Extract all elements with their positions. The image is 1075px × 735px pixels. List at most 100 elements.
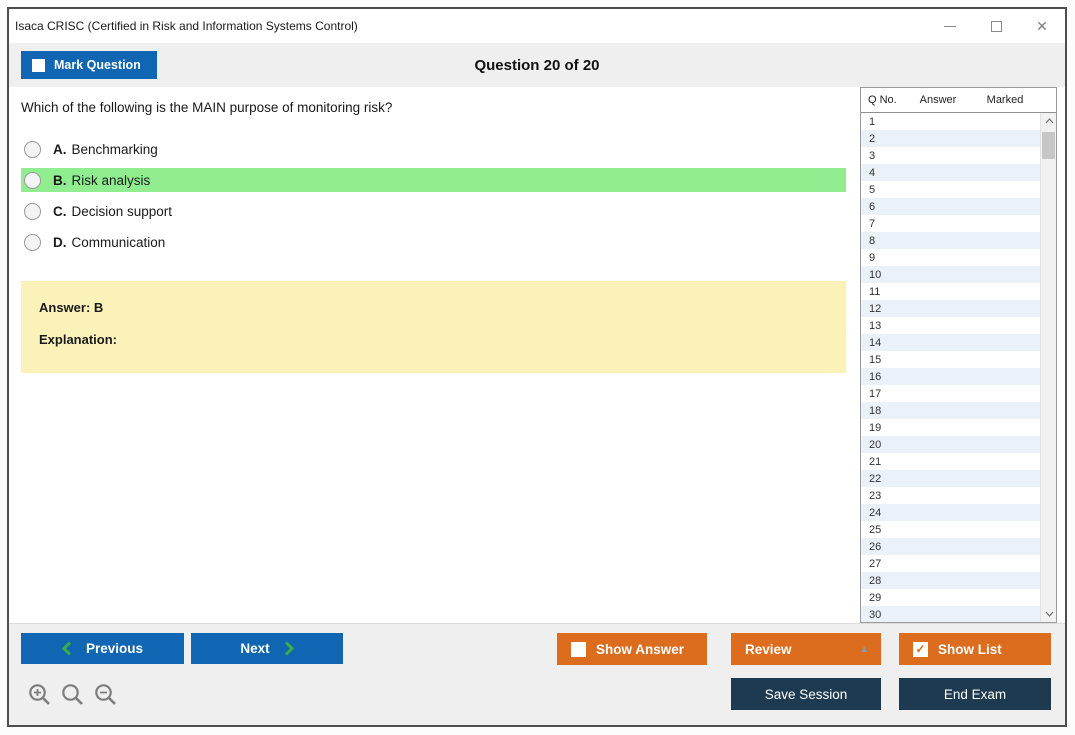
table-cell-q_no: 23: [869, 489, 882, 502]
table-row[interactable]: 18: [861, 402, 1040, 419]
column-header-marked: Marked: [986, 94, 1024, 106]
minimize-icon: [944, 25, 956, 27]
question-list-scrollbar[interactable]: [1040, 113, 1056, 622]
table-row[interactable]: 28: [861, 572, 1040, 589]
mark-question-checkbox[interactable]: [32, 58, 45, 72]
table-row[interactable]: 30: [861, 606, 1040, 622]
table-row[interactable]: 20: [861, 436, 1040, 453]
show-answer-checkbox[interactable]: [571, 641, 586, 657]
question-list-header: Q No. Answer Marked: [861, 88, 1056, 113]
mark-question-button[interactable]: Mark Question: [21, 51, 157, 79]
table-row[interactable]: 29: [861, 589, 1040, 606]
option-row-b[interactable]: B. Risk analysis: [21, 168, 846, 192]
end-exam-button[interactable]: End Exam: [899, 678, 1051, 710]
chevron-right-icon: [284, 641, 294, 656]
answer-label: Answer: B: [39, 300, 104, 315]
mark-question-label: Mark Question: [54, 58, 141, 72]
table-row[interactable]: 9: [861, 249, 1040, 266]
save-session-button[interactable]: Save Session: [731, 678, 881, 710]
table-row[interactable]: 23: [861, 487, 1040, 504]
table-row[interactable]: 1: [861, 113, 1040, 130]
option-row-d[interactable]: D. Communication: [21, 230, 846, 254]
table-row[interactable]: 3: [861, 147, 1040, 164]
scrollbar-thumb[interactable]: [1042, 132, 1055, 159]
table-row[interactable]: 27: [861, 555, 1040, 572]
zoom-reset-icon[interactable]: [60, 682, 86, 708]
question-list-body: 1 2 3 4 5 6 7 8 9 10 11 12 13 14 15 16 17 18 19 20 21 22 23 24 2…: [861, 113, 1056, 622]
table-row[interactable]: 21: [861, 453, 1040, 470]
review-button[interactable]: Review ▲: [731, 633, 881, 665]
close-button[interactable]: ✕: [1019, 9, 1065, 43]
table-cell-q_no: 13: [869, 319, 882, 332]
show-list-button[interactable]: Show List: [899, 633, 1051, 665]
main-content: Which of the following is the MAIN purpo…: [9, 87, 1065, 623]
close-icon: ✕: [1036, 18, 1048, 34]
option-text: Communication: [71, 234, 166, 250]
app-window: Isaca CRISC (Certified in Risk and Infor…: [7, 7, 1067, 727]
zoom-in-icon[interactable]: [27, 682, 53, 708]
show-answer-label: Show Answer: [596, 641, 685, 657]
option-text: Benchmarking: [71, 141, 158, 157]
table-cell-q_no: 21: [869, 455, 882, 468]
table-row[interactable]: 10: [861, 266, 1040, 283]
table-row[interactable]: 22: [861, 470, 1040, 487]
radio-icon[interactable]: [24, 140, 41, 158]
table-row[interactable]: 25: [861, 521, 1040, 538]
option-text: Risk analysis: [71, 172, 151, 188]
table-row[interactable]: 14: [861, 334, 1040, 351]
table-row[interactable]: 26: [861, 538, 1040, 555]
table-cell-q_no: 10: [869, 268, 882, 281]
table-row[interactable]: 13: [861, 317, 1040, 334]
table-row[interactable]: 6: [861, 198, 1040, 215]
table-row[interactable]: 24: [861, 504, 1040, 521]
table-cell-q_no: 3: [869, 149, 876, 162]
table-row[interactable]: 11: [861, 283, 1040, 300]
table-cell-q_no: 28: [869, 574, 882, 587]
table-row[interactable]: 12: [861, 300, 1040, 317]
end-exam-label: End Exam: [943, 686, 1007, 702]
caret-up-icon: ▲: [859, 643, 869, 655]
scroll-up-icon[interactable]: [1041, 113, 1056, 129]
show-answer-button[interactable]: Show Answer: [557, 633, 707, 665]
option-row-a[interactable]: A. Benchmarking: [21, 137, 846, 161]
minimize-button[interactable]: [927, 9, 973, 43]
next-button[interactable]: Next: [191, 633, 343, 664]
radio-icon[interactable]: [24, 202, 41, 220]
table-row[interactable]: 5: [861, 181, 1040, 198]
zoom-controls: [27, 682, 119, 708]
table-cell-q_no: 7: [869, 217, 876, 230]
table-row[interactable]: 19: [861, 419, 1040, 436]
table-row[interactable]: 17: [861, 385, 1040, 402]
scroll-down-icon[interactable]: [1041, 606, 1056, 622]
question-text: Which of the following is the MAIN purpo…: [21, 100, 393, 115]
option-row-c[interactable]: C. Decision support: [21, 199, 846, 223]
table-row[interactable]: 4: [861, 164, 1040, 181]
table-cell-q_no: 2: [869, 132, 876, 145]
table-row[interactable]: 16: [861, 368, 1040, 385]
review-label: Review: [745, 641, 792, 657]
radio-icon[interactable]: [24, 171, 41, 189]
table-row[interactable]: 8: [861, 232, 1040, 249]
previous-button[interactable]: Previous: [21, 633, 184, 664]
table-cell-q_no: 16: [869, 370, 882, 383]
table-row[interactable]: 15: [861, 351, 1040, 368]
show-list-checkbox[interactable]: [913, 641, 928, 657]
table-cell-q_no: 19: [869, 421, 882, 434]
maximize-button[interactable]: [973, 9, 1019, 43]
explanation-label: Explanation:: [39, 332, 118, 347]
toolbar: Mark Question Question 20 of 20: [9, 43, 1065, 87]
radio-icon[interactable]: [24, 233, 41, 251]
table-row[interactable]: 2: [861, 130, 1040, 147]
zoom-out-icon[interactable]: [93, 682, 119, 708]
table-cell-q_no: 11: [869, 285, 881, 298]
window-controls: ✕: [927, 9, 1065, 43]
next-label: Next: [240, 641, 270, 656]
option-letter: B.: [53, 172, 67, 188]
table-cell-q_no: 4: [869, 166, 876, 179]
save-session-label: Save Session: [764, 686, 848, 702]
table-cell-q_no: 30: [869, 608, 882, 621]
table-row[interactable]: 7: [861, 215, 1040, 232]
question-counter: Question 20 of 20: [474, 56, 600, 74]
column-header-answer: Answer: [919, 94, 957, 106]
answer-box: Answer: B Explanation:: [21, 281, 846, 373]
